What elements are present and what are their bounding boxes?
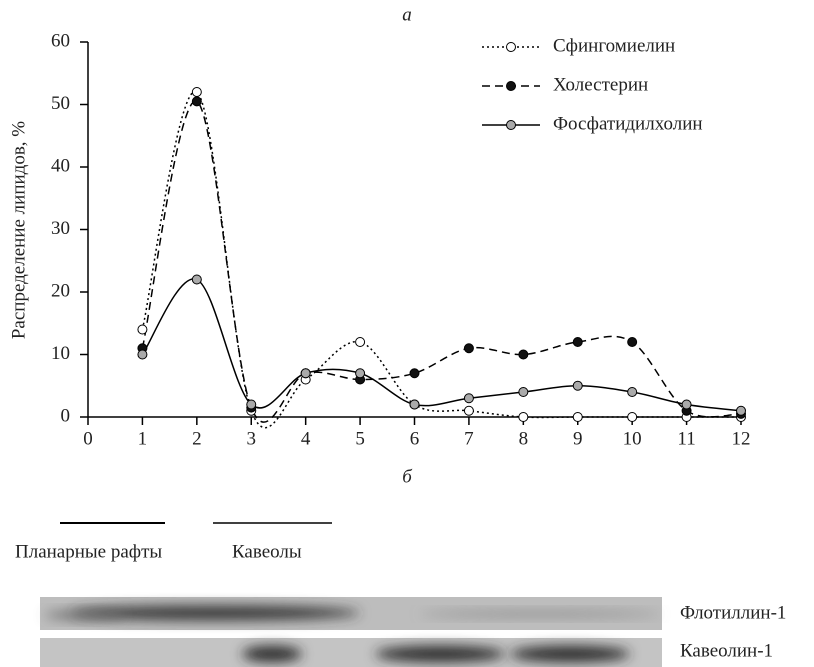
region-label: Планарные рафты <box>15 541 162 562</box>
data-point <box>464 406 473 415</box>
x-tick-label: 5 <box>355 428 365 449</box>
data-point <box>464 344 473 353</box>
y-tick-label: 60 <box>51 30 70 51</box>
x-tick-label: 10 <box>623 428 642 449</box>
data-point <box>192 88 201 97</box>
series-line <box>142 91 741 427</box>
data-point <box>247 400 256 409</box>
data-point <box>573 381 582 390</box>
x-tick-label: 0 <box>83 428 93 449</box>
chart-title: а <box>402 4 412 25</box>
x-tick-label: 4 <box>301 428 311 449</box>
data-point <box>192 97 201 106</box>
data-point <box>573 338 582 347</box>
data-point <box>628 388 637 397</box>
data-point <box>737 406 746 415</box>
data-point <box>519 413 528 422</box>
data-point <box>138 325 147 334</box>
figure: а Распределение липидов, % б Планарные р… <box>0 0 814 667</box>
band-label: Флотиллин-1 <box>680 602 786 623</box>
legend-marker <box>507 121 516 130</box>
x-tick-label: 7 <box>464 428 474 449</box>
legend-marker <box>507 82 516 91</box>
data-point <box>356 338 365 347</box>
x-tick-label: 9 <box>573 428 583 449</box>
panel-label: б <box>402 466 413 487</box>
data-point <box>628 338 637 347</box>
y-tick-label: 50 <box>51 93 70 114</box>
x-tick-label: 2 <box>192 428 202 449</box>
x-tick-label: 11 <box>677 428 695 449</box>
data-point <box>519 350 528 359</box>
data-point <box>682 400 691 409</box>
legend-label: Фосфатидилхолин <box>553 113 703 134</box>
data-point <box>410 369 419 378</box>
y-axis-label: Распределение липидов, % <box>8 121 29 339</box>
band-label: Кавеолин-1 <box>680 640 773 661</box>
legend-marker <box>507 43 516 52</box>
legend-label: Холестерин <box>553 74 648 95</box>
series-line <box>142 101 741 422</box>
legend-label: Сфингомиелин <box>553 35 675 56</box>
data-point <box>356 369 365 378</box>
x-tick-label: 8 <box>519 428 529 449</box>
x-tick-label: 6 <box>410 428 420 449</box>
y-tick-label: 20 <box>51 280 70 301</box>
data-point <box>301 369 310 378</box>
data-point <box>464 394 473 403</box>
data-point <box>628 413 637 422</box>
y-tick-label: 10 <box>51 343 70 364</box>
data-point <box>192 275 201 284</box>
y-tick-label: 30 <box>51 218 70 239</box>
y-tick-label: 40 <box>51 155 70 176</box>
x-tick-label: 1 <box>138 428 148 449</box>
blot-strip <box>40 638 662 667</box>
blot-strip <box>40 597 662 630</box>
y-tick-label: 0 <box>61 405 71 426</box>
data-point <box>410 400 419 409</box>
x-tick-label: 3 <box>247 428 257 449</box>
data-point <box>519 388 528 397</box>
data-point <box>138 350 147 359</box>
data-point <box>573 413 582 422</box>
x-tick-label: 12 <box>732 428 751 449</box>
region-label: Кавеолы <box>232 541 302 562</box>
